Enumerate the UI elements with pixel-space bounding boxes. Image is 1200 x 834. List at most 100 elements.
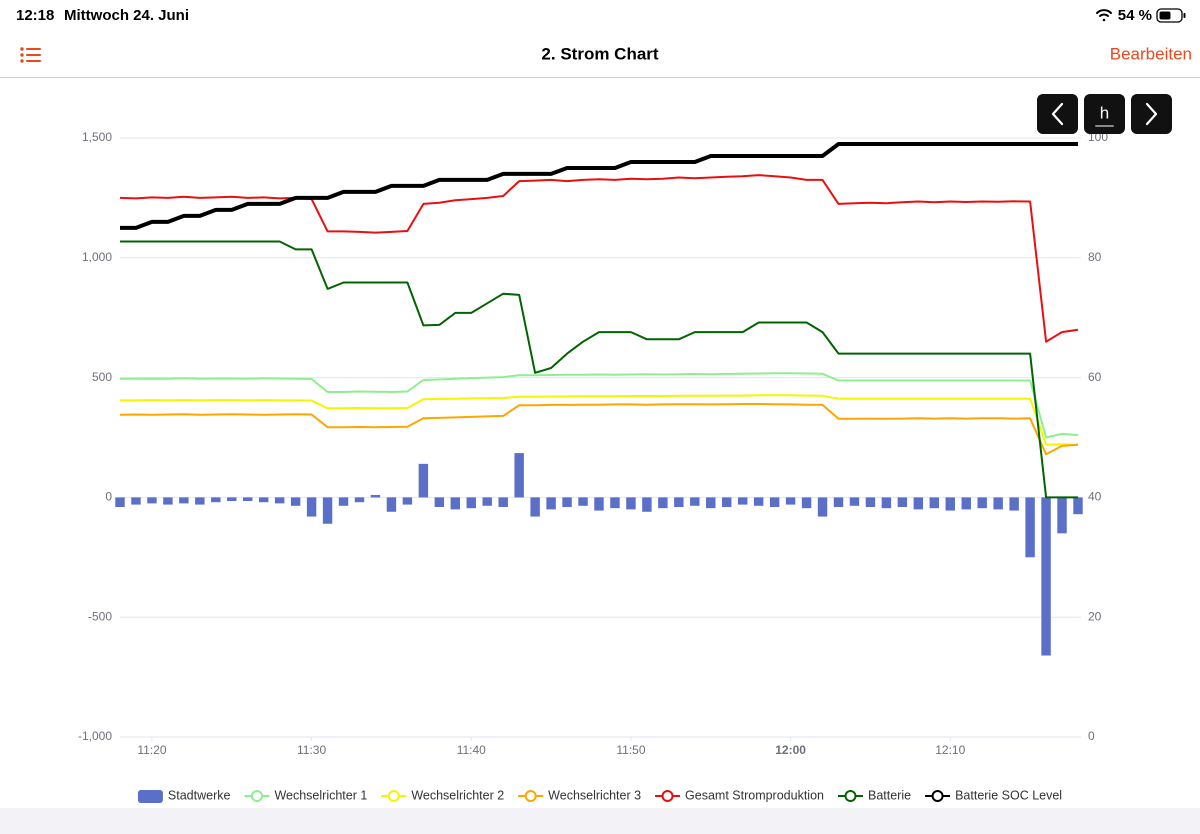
edit-button[interactable]: Bearbeiten: [1110, 44, 1192, 63]
bar: [993, 497, 1003, 510]
bottom-bar: [0, 808, 1200, 834]
bar: [769, 497, 780, 507]
y2-tick-label: 40: [1088, 490, 1102, 504]
legend-label: Batterie SOC Level: [955, 788, 1062, 802]
bar: [642, 497, 652, 512]
menu-button[interactable]: [20, 47, 41, 63]
y2-tick-label: 80: [1088, 250, 1102, 264]
x-tick-label: 11:30: [297, 743, 326, 757]
bar: [290, 497, 301, 506]
prev-button[interactable]: [1037, 94, 1078, 134]
x-tick-label: 12:00: [775, 743, 806, 757]
bar: [402, 497, 413, 505]
bar: [658, 497, 668, 509]
bar: [1025, 497, 1035, 558]
bar: [1009, 497, 1019, 511]
bar: [753, 497, 764, 506]
line: [120, 142, 1078, 230]
y2-tick-label: 0: [1088, 729, 1095, 743]
legend-label: Wechselrichter 2: [411, 788, 504, 802]
y-tick-label: -1,000: [78, 729, 112, 743]
bar: [833, 497, 844, 507]
y2-tick-label: 20: [1088, 609, 1102, 623]
x-tick-label: 11:20: [137, 743, 166, 757]
bar: [179, 497, 189, 504]
bar: [514, 453, 524, 498]
y-tick-label: 0: [105, 490, 112, 504]
wifi-icon: [1096, 9, 1112, 22]
y2-tick-label: 60: [1088, 370, 1102, 384]
legend-swatch: [250, 790, 263, 802]
bar: [1057, 497, 1067, 534]
y-tick-label: 1,500: [82, 130, 112, 144]
battery-icon: [1156, 8, 1186, 23]
bar: [562, 497, 572, 507]
legend: Stadtwerke Wechselrichter 1 Wechselrichter…: [137, 788, 1062, 803]
bar: [1041, 497, 1051, 656]
bar: [482, 497, 492, 506]
x-tick-label: 11:50: [616, 743, 645, 757]
bar: [195, 497, 205, 505]
legend-label: Wechselrichter 1: [274, 788, 367, 802]
legend-swatch: [137, 790, 163, 803]
bar: [690, 497, 700, 506]
bar: [785, 497, 796, 505]
bar: [322, 497, 333, 524]
x-tick-label: 11:40: [457, 743, 486, 757]
bar: [147, 497, 157, 504]
bar: [1073, 497, 1083, 515]
bar: [626, 497, 636, 510]
bar: [977, 497, 987, 509]
legend-label: Gesamt Stromproduktion: [685, 788, 824, 802]
bar: [546, 497, 556, 510]
bar: [338, 497, 349, 506]
bar: [227, 497, 237, 501]
bar: [131, 497, 141, 505]
bar: [434, 497, 445, 507]
legend-swatch: [844, 790, 857, 802]
bar: [737, 497, 748, 505]
legend-label: Wechselrichter 3: [548, 788, 641, 802]
legend-swatch: [524, 790, 537, 802]
bar: [722, 497, 732, 507]
bar: [370, 495, 381, 498]
bar: [450, 497, 461, 510]
line: [120, 394, 1079, 446]
line: [120, 372, 1079, 439]
bar: [354, 497, 365, 503]
line: [119, 403, 1079, 456]
range-button[interactable]: [1084, 94, 1125, 134]
legend-swatch: [931, 790, 944, 802]
bar: [115, 497, 125, 507]
bar: [243, 497, 253, 501]
battery-percent: 54 %: [1118, 7, 1152, 24]
legend-swatch: [661, 790, 674, 802]
line: [120, 240, 1078, 499]
bar: [849, 497, 860, 506]
bar: [801, 497, 812, 509]
bar: [961, 497, 971, 510]
y-tick-label: 1,000: [82, 250, 112, 264]
bar: [897, 497, 908, 507]
x-tick-label: 12:10: [935, 743, 965, 757]
bar: [817, 497, 828, 517]
bar: [706, 497, 716, 509]
legend-swatch: [387, 790, 400, 802]
bar: [865, 497, 876, 507]
y-tick-label: -500: [88, 609, 112, 623]
bar: [929, 497, 940, 509]
bar: [466, 497, 476, 509]
nav-title: 2. Strom Chart: [541, 44, 658, 63]
range-label: h: [1100, 103, 1109, 122]
bar: [163, 497, 173, 505]
line: [119, 174, 1079, 343]
bar: [211, 497, 221, 503]
bar: [578, 497, 588, 506]
next-button[interactable]: [1131, 94, 1172, 134]
bar: [418, 463, 429, 498]
bar: [913, 497, 924, 510]
